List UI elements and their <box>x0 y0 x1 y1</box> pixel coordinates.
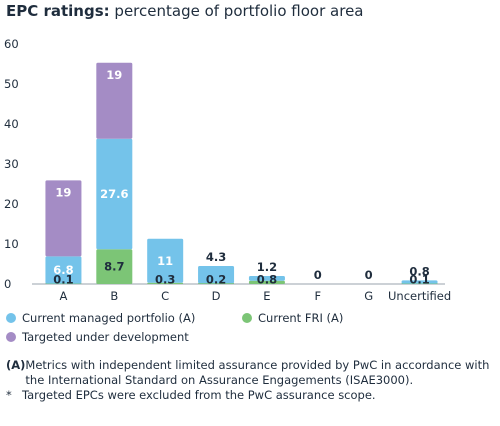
x-tick-label: C <box>161 289 169 303</box>
footnote-assurance-text: Metrics with independent limited assuran… <box>25 358 490 387</box>
x-tick-label: Uncertified <box>388 289 451 303</box>
data-label-fri: 0.3 <box>155 273 175 287</box>
footnote-assurance-mark: (A) <box>6 358 26 372</box>
data-label-targeted: 19 <box>106 68 122 82</box>
data-label-managed: 0 <box>365 268 373 282</box>
data-label-managed: 0 <box>314 268 322 282</box>
x-tick-label: B <box>110 289 118 303</box>
y-tick-label: 40 <box>4 117 19 131</box>
legend-label-targeted: Targeted under development <box>22 330 189 344</box>
x-tick-label: D <box>212 289 221 303</box>
legend-swatch-current-managed <box>6 313 16 323</box>
data-label-fri: 0.8 <box>257 273 277 287</box>
chart-title-rest: percentage of portfolio floor area <box>109 2 364 20</box>
data-label-managed: 0.8 <box>409 264 429 278</box>
footnotes: (A) Metrics with independent limited ass… <box>6 358 496 403</box>
bar-segment-targeted <box>45 180 82 257</box>
bar-segment-fri <box>96 249 133 284</box>
legend-swatch-current-fri <box>242 313 252 323</box>
footnote-targeted-mark: * <box>6 388 12 402</box>
data-label-fri: 0.1 <box>53 273 73 287</box>
y-tick-label: 20 <box>4 197 19 211</box>
legend-label-current-fri: Current FRI (A) <box>258 311 344 325</box>
legend-label-current-managed: Current managed portfolio (A) <box>22 311 196 325</box>
x-tick-label: G <box>364 289 373 303</box>
chart-title: EPC ratings: percentage of portfolio flo… <box>6 2 363 20</box>
bar-segment-managed <box>45 256 82 284</box>
legend-item-targeted: Targeted under development <box>6 330 189 344</box>
legend-item-current-managed: Current managed portfolio (A) <box>6 311 195 325</box>
data-label-targeted: 19 <box>55 185 71 199</box>
footnote-assurance: (A) Metrics with independent limited ass… <box>6 358 496 388</box>
x-tick-label: E <box>263 289 270 303</box>
data-label-fri: 0.2 <box>206 273 226 287</box>
y-tick-label: 50 <box>4 77 19 91</box>
data-label-managed: 4.3 <box>206 250 226 264</box>
legend-swatch-targeted <box>6 332 16 342</box>
y-tick-label: 10 <box>4 237 19 251</box>
y-tick-label: 30 <box>4 157 19 171</box>
data-label-fri: 0.1 <box>409 273 429 287</box>
bar-segment-managed <box>147 238 184 283</box>
y-tick-label: 0 <box>4 277 11 291</box>
bar-segment-managed <box>401 280 438 284</box>
bar-segment-managed <box>96 138 133 250</box>
chart-title-bold: EPC ratings: <box>6 2 110 20</box>
footnote-targeted-text: Targeted EPCs were excluded from the PwC… <box>22 388 376 402</box>
bar-segment-managed <box>198 266 235 284</box>
legend-item-current-fri: Current FRI (A) <box>242 311 343 325</box>
data-label-managed: 1.2 <box>257 260 277 274</box>
data-label-managed: 6.8 <box>53 263 73 277</box>
x-tick-label: F <box>315 289 322 303</box>
data-label-managed: 11 <box>157 254 173 268</box>
data-label-managed: 27.6 <box>100 187 128 201</box>
bar-segment-fri <box>147 282 184 284</box>
bar-segment-targeted <box>96 62 133 139</box>
bar-segment-managed <box>248 276 285 281</box>
bar-segment-fri <box>248 280 285 284</box>
footnote-targeted: * Targeted EPCs were excluded from the P… <box>6 388 496 403</box>
x-tick-label: A <box>60 289 68 303</box>
y-tick-label: 60 <box>4 37 19 51</box>
data-label-fri: 8.7 <box>104 260 124 274</box>
